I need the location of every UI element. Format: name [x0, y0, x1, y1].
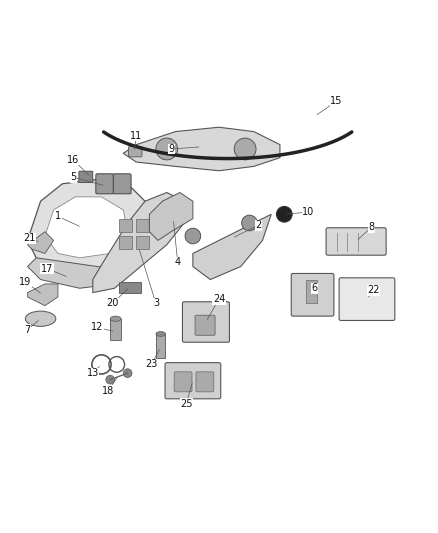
Text: 16: 16 [67, 155, 79, 165]
Text: 20: 20 [106, 298, 119, 309]
FancyBboxPatch shape [113, 174, 131, 194]
Circle shape [106, 375, 115, 384]
Text: 11: 11 [130, 131, 142, 141]
Polygon shape [28, 258, 123, 288]
Ellipse shape [110, 316, 121, 321]
Text: 4: 4 [175, 257, 181, 267]
Polygon shape [193, 214, 271, 279]
Text: 24: 24 [213, 294, 225, 304]
Polygon shape [149, 192, 193, 240]
FancyBboxPatch shape [196, 372, 214, 392]
Polygon shape [28, 180, 158, 279]
Text: 9: 9 [168, 144, 174, 154]
Bar [119, 236, 132, 249]
Bar [119, 282, 141, 293]
Circle shape [242, 215, 257, 231]
Circle shape [276, 206, 292, 222]
Text: 2: 2 [255, 220, 261, 230]
Text: 15: 15 [330, 96, 343, 106]
FancyBboxPatch shape [339, 278, 395, 320]
Ellipse shape [156, 332, 166, 336]
Polygon shape [93, 192, 184, 293]
Polygon shape [123, 127, 280, 171]
Text: 19: 19 [19, 277, 32, 287]
FancyBboxPatch shape [128, 147, 142, 157]
Circle shape [234, 138, 256, 160]
FancyBboxPatch shape [291, 273, 334, 316]
Text: 17: 17 [41, 264, 53, 273]
Bar [156, 334, 166, 358]
Text: 25: 25 [180, 399, 193, 409]
Circle shape [156, 138, 178, 160]
Polygon shape [28, 284, 58, 305]
Bar [119, 219, 132, 232]
Text: 7: 7 [25, 325, 31, 335]
Circle shape [123, 369, 132, 377]
Polygon shape [28, 232, 53, 254]
Ellipse shape [25, 311, 56, 326]
Text: 13: 13 [87, 368, 99, 378]
Text: 3: 3 [153, 298, 159, 309]
Text: 6: 6 [312, 283, 318, 293]
Text: 10: 10 [302, 207, 314, 217]
Text: 21: 21 [24, 233, 36, 243]
Text: 8: 8 [368, 222, 374, 232]
FancyBboxPatch shape [165, 362, 221, 399]
FancyBboxPatch shape [96, 174, 114, 194]
Bar [110, 319, 121, 341]
Text: 22: 22 [367, 286, 380, 295]
Text: 18: 18 [102, 385, 114, 395]
FancyBboxPatch shape [326, 228, 386, 255]
Text: 12: 12 [91, 322, 103, 333]
FancyBboxPatch shape [174, 372, 192, 392]
FancyBboxPatch shape [79, 171, 93, 182]
Circle shape [185, 228, 201, 244]
Text: 23: 23 [145, 359, 158, 369]
Bar [136, 219, 149, 232]
FancyBboxPatch shape [183, 302, 230, 342]
Bar [136, 236, 149, 249]
Text: 1: 1 [55, 212, 61, 221]
FancyBboxPatch shape [195, 315, 215, 335]
Polygon shape [45, 197, 127, 258]
Text: 5: 5 [70, 172, 76, 182]
Bar [306, 279, 317, 303]
